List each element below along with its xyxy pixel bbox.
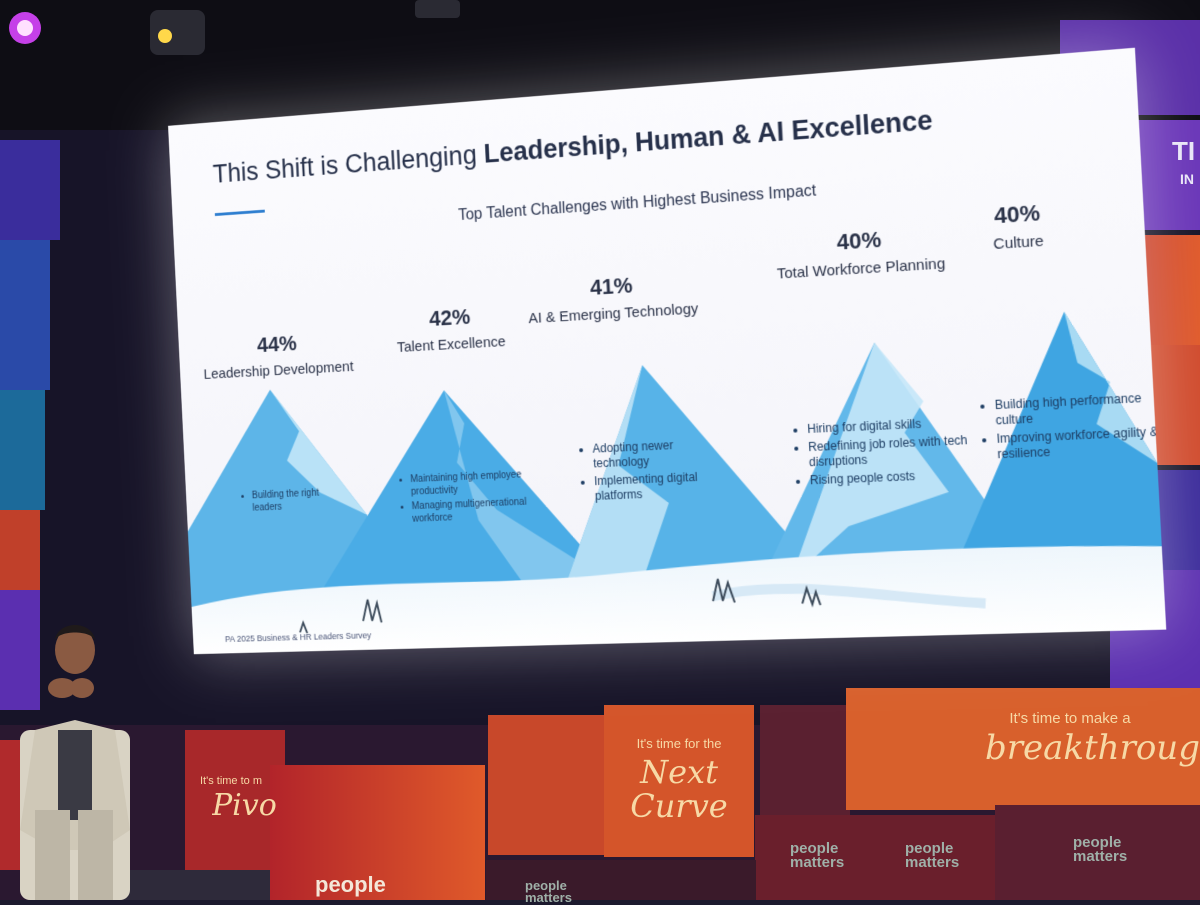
bullet-item: Building the right leaders (252, 487, 352, 515)
wall-logo-partial: TI (1172, 136, 1195, 166)
bullet-item: Redefining job roles with tech disruptio… (808, 432, 982, 470)
pivot-intro: It's time to m (200, 775, 285, 787)
challenge-bullets-3: Adopting newer technology Implementing d… (579, 436, 717, 507)
challenge-stat-5: 40% Culture (944, 196, 1092, 256)
brand-logo-3: people matters (1073, 836, 1153, 865)
presentation-slide: This Shift is Challenging Leadership, Hu… (168, 48, 1166, 655)
brand-logo-partial: people (315, 875, 386, 896)
svg-text:IN: IN (1180, 171, 1194, 187)
bullet-item: Implementing digital platforms (594, 469, 717, 504)
bullet-item: Maintaining high employee productivity (410, 469, 533, 498)
challenge-stat-1: 44% Leadership Development (187, 327, 369, 384)
challenge-bullets-4: Hiring for digital skills Redefining job… (793, 414, 984, 492)
speaker-figure (0, 610, 150, 900)
challenge-bullets-2: Maintaining high employee productivity M… (397, 469, 534, 529)
pivot-script: Pivo (212, 788, 285, 823)
next-curve-script: Next Curve (612, 756, 746, 823)
breakthrough-intro: It's time to make a (985, 710, 1155, 727)
breakthrough-script: breakthrough (985, 728, 1200, 768)
challenge-bullets-1: Building the right leaders (239, 487, 352, 518)
bullet-item: Improving workforce agility & resilience (996, 424, 1166, 462)
next-curve-intro: It's time for the (606, 736, 752, 751)
bullet-item: Managing multigenerational workforce (411, 497, 534, 526)
challenge-bullets-5: Building high performance culture Improv… (980, 390, 1166, 466)
brand-logo-2: people matters (905, 842, 985, 871)
bullet-item: Rising people costs (810, 466, 984, 488)
bullet-item: Adopting newer technology (592, 436, 715, 471)
brand-logo-1: people matters (790, 842, 870, 871)
brand-logo-4: people matters (525, 880, 605, 905)
